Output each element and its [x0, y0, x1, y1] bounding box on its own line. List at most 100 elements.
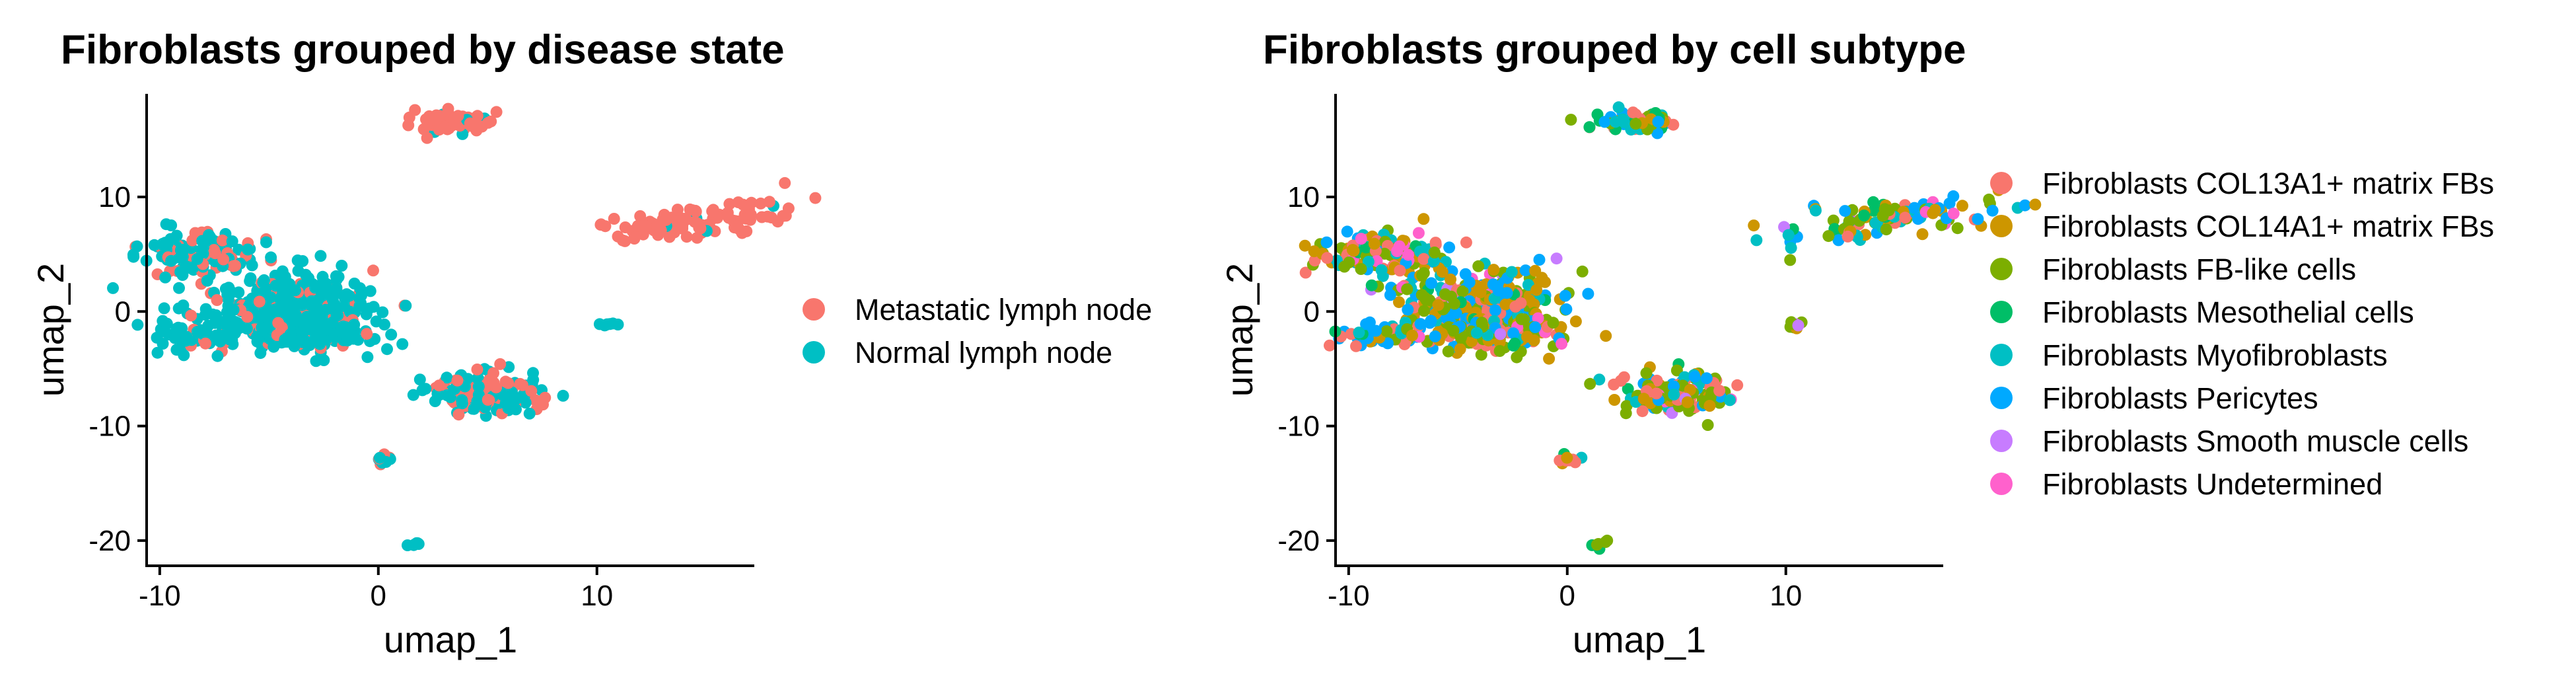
- data-point: [1983, 193, 1995, 206]
- data-point: [1556, 338, 1568, 350]
- y-axis-label: umap_2: [1219, 263, 1260, 397]
- data-point: [1439, 288, 1451, 301]
- data-point: [1365, 279, 1378, 291]
- data-point: [634, 210, 647, 222]
- legend-label: Fibroblasts COL14A1+ matrix FBs: [2042, 210, 2494, 243]
- data-point: [227, 303, 240, 316]
- data-point: [1614, 375, 1627, 387]
- data-point: [628, 233, 641, 245]
- x-tick-label: 0: [371, 580, 386, 612]
- data-point: [268, 303, 281, 316]
- data-point: [655, 224, 667, 237]
- data-point: [1822, 230, 1835, 243]
- data-point: [1515, 313, 1528, 325]
- y-tick-label: 10: [98, 181, 131, 213]
- data-point: [1509, 301, 1522, 313]
- data-point: [1368, 237, 1380, 250]
- data-point: [441, 371, 453, 384]
- y-tick-label: -20: [89, 525, 131, 557]
- legend-label: Fibroblasts COL13A1+ matrix FBs: [2042, 167, 2494, 200]
- data-point: [680, 213, 692, 226]
- data-point: [1582, 288, 1594, 300]
- data-point: [744, 208, 757, 221]
- data-point: [1324, 339, 1336, 352]
- data-point: [1543, 352, 1556, 365]
- legend-key: [803, 341, 825, 364]
- y-tick-label: -10: [89, 410, 131, 443]
- data-point: [1442, 345, 1454, 358]
- data-point: [151, 331, 163, 344]
- data-point: [1908, 202, 1921, 214]
- legend-label: Fibroblasts Smooth muscle cells: [2042, 424, 2468, 458]
- data-point: [1425, 315, 1437, 327]
- data-point: [1393, 240, 1406, 252]
- legend-key: [1990, 430, 2013, 452]
- data-point: [400, 299, 412, 312]
- data-point: [1622, 383, 1634, 395]
- data-point: [1550, 252, 1563, 265]
- data-point: [219, 283, 232, 295]
- legend-key: [1990, 172, 2013, 194]
- data-point: [539, 391, 552, 404]
- data-point: [1943, 197, 1956, 210]
- data-point: [172, 302, 185, 315]
- data-point: [1947, 208, 1960, 220]
- data-point: [619, 221, 631, 233]
- data-point: [338, 290, 351, 303]
- data-point: [260, 236, 272, 249]
- data-point: [1986, 204, 1999, 217]
- data-point: [1627, 106, 1639, 119]
- data-point: [361, 351, 374, 364]
- data-point: [754, 197, 767, 210]
- data-point: [151, 346, 164, 359]
- data-point: [1612, 101, 1625, 114]
- data-point: [1618, 116, 1630, 128]
- data-point: [341, 334, 353, 347]
- data-point: [676, 222, 689, 235]
- data-point: [244, 299, 256, 311]
- chart-title: Fibroblasts grouped by cell subtype: [1263, 27, 1966, 73]
- data-point: [1384, 289, 1396, 301]
- data-point: [494, 358, 507, 370]
- data-point: [1842, 230, 1854, 243]
- data-point: [1701, 419, 1714, 431]
- data-point: [452, 408, 465, 421]
- data-point: [782, 202, 795, 215]
- data-point: [471, 110, 483, 122]
- data-point: [1843, 215, 1855, 227]
- legend: Metastatic lymph node Normal lymph node: [803, 293, 1152, 369]
- data-point: [1414, 318, 1427, 330]
- data-point: [174, 266, 187, 278]
- data-point: [217, 253, 230, 266]
- data-point: [244, 275, 256, 288]
- data-point: [376, 306, 389, 319]
- data-point: [1519, 264, 1532, 277]
- data-point: [216, 234, 229, 247]
- data-point: [301, 311, 313, 323]
- data-point: [330, 273, 343, 286]
- data-point: [1321, 252, 1334, 264]
- data-point: [1927, 207, 1939, 219]
- data-point: [385, 328, 398, 341]
- data-point: [1912, 213, 1924, 225]
- x-axis-label: umap_1: [1573, 619, 1706, 660]
- data-point: [1494, 328, 1507, 340]
- data-point: [1375, 264, 1388, 276]
- data-point: [224, 332, 236, 344]
- data-point: [211, 350, 224, 362]
- data-point: [1839, 205, 1851, 217]
- data-point: [363, 302, 375, 315]
- scatter-points: [1299, 101, 2042, 555]
- data-point: [1972, 213, 1984, 225]
- data-point: [302, 338, 314, 351]
- data-point: [1560, 303, 1573, 315]
- data-point: [173, 282, 185, 294]
- panel-disease-state: Fibroblasts grouped by disease state -10…: [30, 27, 1152, 660]
- data-point: [1713, 385, 1726, 397]
- data-point: [1561, 451, 1573, 464]
- data-point: [517, 379, 529, 391]
- data-point: [1591, 108, 1604, 121]
- legend-key: [1990, 473, 2013, 495]
- data-point: [107, 282, 119, 294]
